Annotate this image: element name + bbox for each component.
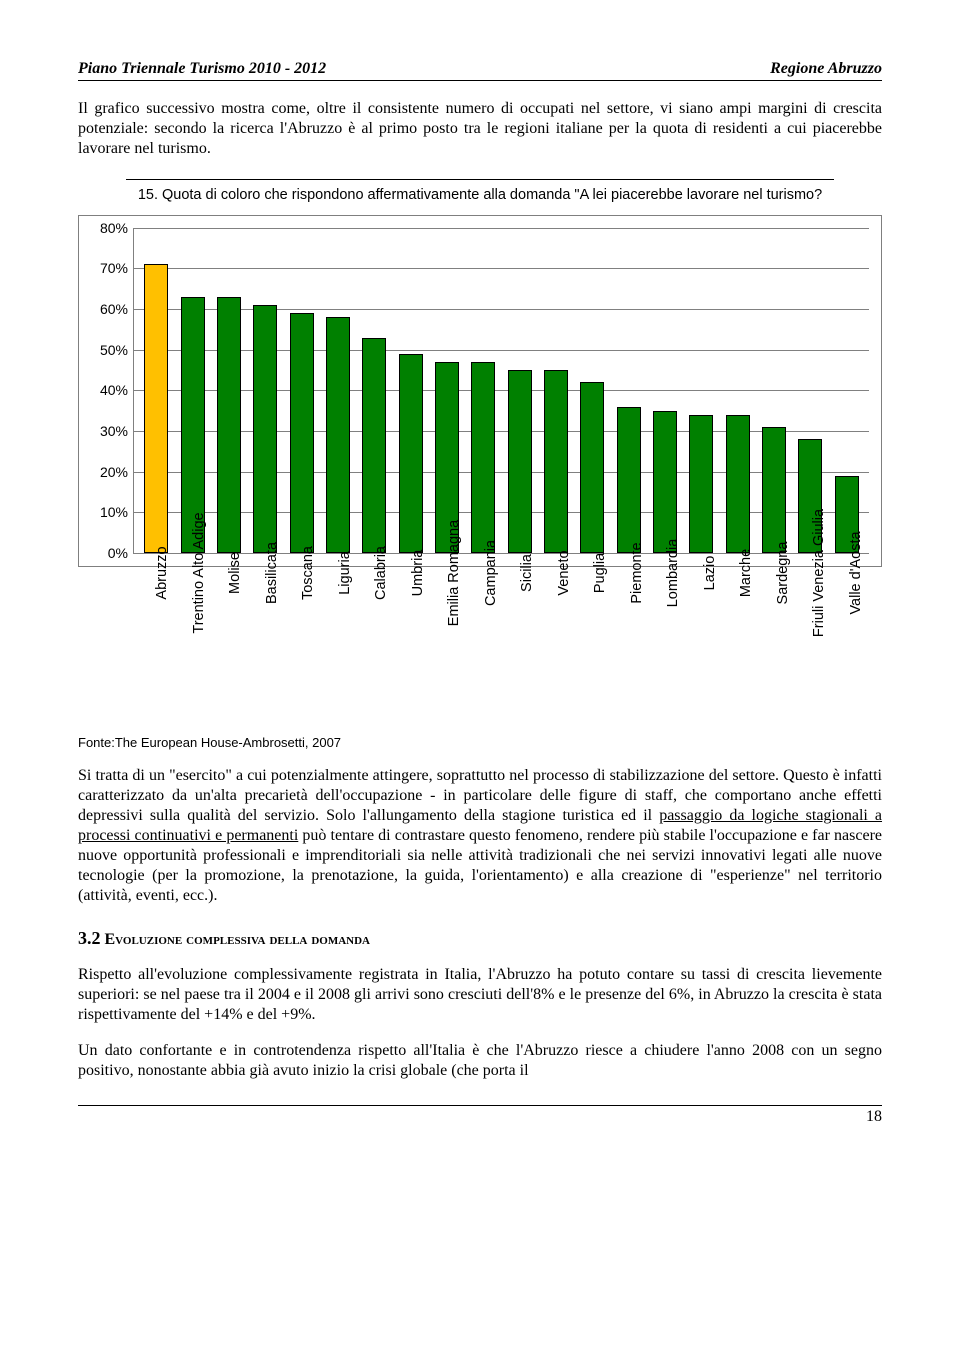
- page-header: Piano Triennale Turismo 2010 - 2012 Regi…: [78, 60, 882, 81]
- x-axis-label: Friuli Venezia Giulia: [799, 569, 823, 585]
- x-axis-label: Puglia: [580, 569, 604, 585]
- y-axis-label: 30%: [100, 423, 134, 439]
- section-heading: 3.2 Evoluzione complessiva della domanda: [78, 928, 882, 949]
- bar: [653, 411, 677, 553]
- page-footer: 18: [78, 1105, 882, 1126]
- bar: [726, 415, 750, 553]
- chart-source: Fonte:The European House-Ambrosetti, 200…: [78, 735, 882, 750]
- bar: [290, 313, 314, 553]
- x-axis-label: Piemonte: [617, 569, 641, 585]
- x-axis-label: Sicilia: [507, 569, 531, 585]
- x-axis-label: Lazio: [690, 569, 714, 585]
- y-axis-label: 0%: [108, 545, 134, 561]
- chart-title-block: 15. Quota di coloro che rispondono affer…: [78, 179, 882, 205]
- paragraph-3: Un dato confortante e in controtendenza …: [78, 1041, 882, 1081]
- section-number: 3.2: [78, 928, 101, 948]
- y-axis-label: 20%: [100, 464, 134, 480]
- bar: [362, 338, 386, 553]
- x-axis-label: Calabria: [361, 569, 385, 585]
- bar: [508, 370, 532, 553]
- bar: [399, 354, 423, 553]
- bar: [617, 407, 641, 553]
- bar: [217, 297, 241, 553]
- x-axis-label: Trentino Alto Adige: [179, 569, 203, 585]
- chart-title: 15. Quota di coloro che rispondono affer…: [78, 186, 882, 205]
- header-left: Piano Triennale Turismo 2010 - 2012: [78, 60, 326, 78]
- bar: [253, 305, 277, 553]
- y-axis-label: 10%: [100, 504, 134, 520]
- bar: [762, 427, 786, 553]
- x-axis-label: Emilia Romagna: [434, 569, 458, 585]
- paragraph-2: Rispetto all'evoluzione complessivamente…: [78, 965, 882, 1025]
- intro-paragraph: Il grafico successivo mostra come, oltre…: [78, 99, 882, 159]
- y-axis-label: 80%: [100, 220, 134, 236]
- y-axis-label: 70%: [100, 260, 134, 276]
- x-axis-label: Molise: [215, 569, 239, 585]
- x-axis-label: Campania: [471, 569, 495, 585]
- bar: [544, 370, 568, 553]
- bar: [689, 415, 713, 553]
- x-axis-label: Basilicata: [252, 569, 276, 585]
- y-axis-label: 40%: [100, 382, 134, 398]
- header-right: Regione Abruzzo: [770, 60, 882, 78]
- x-axis-label: Sardegna: [763, 569, 787, 585]
- bar: [580, 382, 604, 553]
- x-axis-label: Valle d'Aosta: [836, 569, 860, 585]
- bar: [144, 264, 168, 552]
- body-paragraph: Si tratta di un "esercito" a cui potenzi…: [78, 766, 882, 906]
- x-axis-label: Veneto: [544, 569, 568, 585]
- x-axis-label: Toscana: [288, 569, 312, 585]
- y-axis-label: 50%: [100, 342, 134, 358]
- x-axis-label: Abruzzo: [142, 569, 166, 585]
- x-axis-label: Lombardia: [653, 569, 677, 585]
- x-axis-label: Marche: [726, 569, 750, 585]
- section-title: Evoluzione complessiva della domanda: [105, 931, 371, 948]
- x-axis-label: Liguria: [325, 569, 349, 585]
- page-number: 18: [866, 1108, 882, 1125]
- bar: [326, 317, 350, 553]
- x-axis-label: Umbria: [398, 569, 422, 585]
- bar: [471, 362, 495, 553]
- y-axis-label: 60%: [100, 301, 134, 317]
